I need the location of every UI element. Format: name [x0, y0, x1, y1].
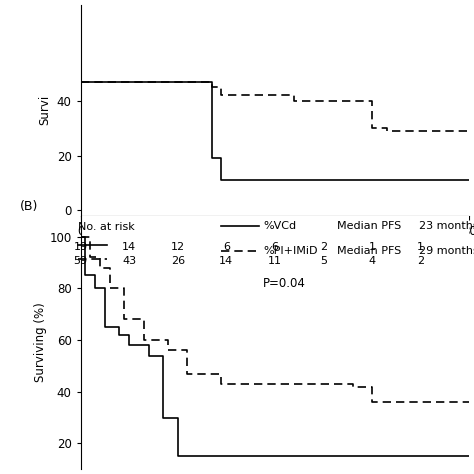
Text: 43: 43 [122, 256, 136, 266]
Y-axis label: Surviving (%): Surviving (%) [34, 303, 46, 383]
Text: %VCd: %VCd [263, 221, 296, 231]
Text: 5: 5 [320, 256, 327, 266]
Text: 29 months: 29 months [419, 246, 474, 256]
Text: 11: 11 [268, 256, 282, 266]
Text: 1: 1 [369, 242, 375, 252]
Text: 59: 59 [73, 256, 88, 266]
Text: 26: 26 [171, 256, 185, 266]
Text: (B): (B) [20, 201, 39, 213]
Text: 2: 2 [320, 242, 327, 252]
Text: 6: 6 [272, 242, 278, 252]
Text: P=0.04: P=0.04 [263, 277, 306, 290]
Text: No. at risk: No. at risk [78, 221, 135, 232]
Text: 14: 14 [219, 256, 233, 266]
Text: 4: 4 [368, 256, 376, 266]
Text: Median PFS: Median PFS [337, 246, 401, 256]
Text: %PI+IMiD: %PI+IMiD [263, 246, 318, 256]
Text: 14: 14 [122, 242, 136, 252]
Text: 23 months: 23 months [419, 221, 474, 231]
Text: 6: 6 [223, 242, 230, 252]
Text: Median PFS: Median PFS [337, 221, 401, 231]
Text: 12: 12 [171, 242, 185, 252]
Y-axis label: Survi: Survi [38, 95, 51, 126]
Text: 2: 2 [417, 256, 424, 266]
Text: 19: 19 [73, 242, 88, 252]
Text: 1: 1 [417, 242, 424, 252]
